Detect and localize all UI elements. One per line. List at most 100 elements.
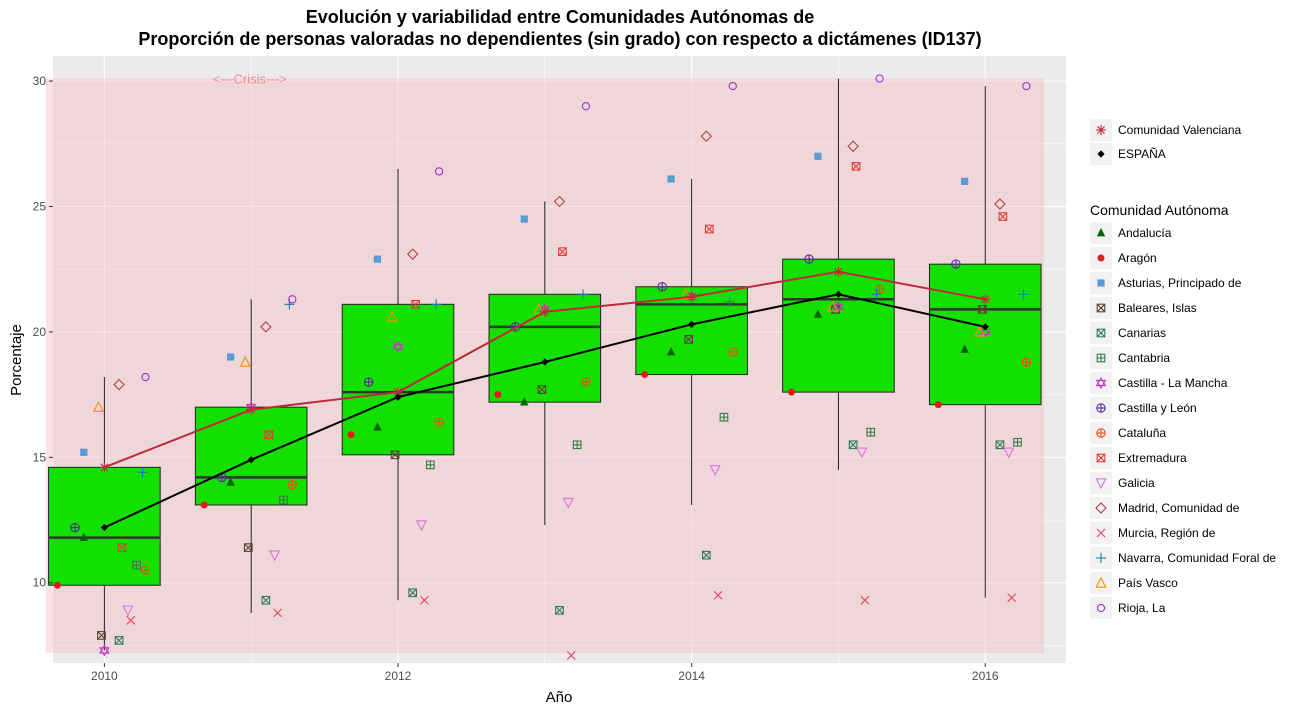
y-tick-label: 30 — [33, 74, 47, 88]
point — [572, 440, 582, 450]
point — [555, 605, 564, 615]
legend-label: Castilla - La Mancha — [1118, 376, 1228, 390]
point — [1007, 593, 1017, 603]
line-point — [980, 294, 991, 305]
crisis-label: <---Crisis---> — [213, 72, 287, 87]
point — [709, 465, 721, 477]
legend-marker — [1095, 478, 1107, 490]
legend-label: Castilla y León — [1118, 401, 1197, 415]
legend-label: Canarias — [1118, 326, 1166, 340]
point — [866, 427, 876, 437]
legend-label: Aragón — [1118, 251, 1157, 265]
point — [860, 595, 870, 605]
x-axis-ticks: 2010 2012 2014 2016 — [91, 663, 999, 683]
legend-title: Comunidad Autónoma — [1090, 202, 1229, 218]
point — [494, 391, 502, 399]
legend-key — [1090, 472, 1112, 494]
legend-label: Navarra, Comunidad Foral de — [1118, 551, 1276, 565]
legend-key — [1090, 572, 1112, 594]
point — [288, 295, 297, 304]
y-axis-ticks: 10 15 20 25 30 — [33, 74, 53, 590]
legend-label: Comunidad Valenciana — [1118, 123, 1242, 137]
point — [411, 299, 420, 309]
line-point — [246, 404, 257, 415]
point — [704, 224, 714, 234]
legend-marker — [1095, 376, 1107, 390]
y-tick-label: 15 — [33, 450, 47, 464]
point — [92, 400, 105, 412]
line-point — [539, 306, 550, 317]
point — [97, 631, 106, 640]
line-point — [981, 323, 989, 331]
point — [847, 140, 859, 153]
point — [977, 304, 987, 314]
point — [226, 477, 235, 486]
point — [666, 346, 676, 356]
point — [70, 522, 80, 533]
community-points — [53, 74, 1032, 660]
line-point — [834, 290, 843, 298]
point — [279, 495, 288, 505]
point — [1013, 437, 1022, 447]
point — [264, 430, 274, 440]
legend-series: Andalucía Aragón Asturias, Principado de Ba… — [1090, 222, 1276, 619]
point — [200, 501, 208, 509]
legend-label: Asturias, Principado de — [1118, 276, 1242, 290]
point — [140, 565, 151, 575]
x-axis-title: Año — [546, 689, 573, 706]
box-2015 — [782, 258, 895, 393]
legend-label: Rioja, La — [1118, 601, 1166, 615]
point — [700, 130, 713, 143]
point — [562, 497, 574, 509]
legend-marker — [1096, 603, 1106, 613]
point — [581, 377, 591, 387]
x-tick-label: 2016 — [972, 669, 999, 683]
legend-label: ESPAÑA — [1118, 147, 1166, 161]
point — [239, 355, 251, 367]
point — [243, 543, 253, 552]
line-point — [688, 320, 696, 328]
legend-label: Madrid, Comunidad de — [1118, 501, 1240, 515]
line-point — [99, 462, 110, 473]
point — [1003, 447, 1015, 459]
legend-label: Andalucía — [1118, 226, 1172, 240]
point — [537, 385, 547, 394]
chart-title-line1: Evolución y variabilidad entre Comunidad… — [306, 7, 814, 27]
point — [80, 448, 88, 456]
x-tick-label: 2012 — [385, 669, 412, 683]
point — [287, 480, 298, 490]
legend-key — [1090, 372, 1112, 394]
box-body — [782, 258, 895, 393]
legend-marker — [1097, 279, 1105, 287]
line-point — [833, 266, 844, 277]
point — [434, 167, 444, 176]
point — [53, 581, 61, 589]
point — [113, 378, 125, 391]
point — [874, 284, 885, 295]
x-tick-label: 2014 — [678, 669, 705, 683]
y-tick-label: 20 — [33, 325, 47, 339]
point — [871, 289, 882, 300]
point — [1018, 289, 1029, 300]
legend-marker — [1096, 403, 1106, 413]
point — [392, 340, 404, 354]
point — [684, 335, 694, 344]
box-2012 — [341, 303, 455, 456]
point — [406, 248, 419, 260]
point — [1022, 81, 1031, 91]
point — [848, 440, 858, 450]
chart-title-line2: Proporción de personas valoradas no depe… — [138, 29, 981, 49]
point — [520, 215, 528, 223]
line-point — [247, 456, 255, 464]
point — [875, 74, 884, 83]
point — [408, 588, 418, 598]
point — [951, 259, 961, 269]
point — [558, 247, 567, 256]
point — [261, 595, 271, 605]
legend-marker — [1096, 528, 1106, 538]
line-point — [100, 523, 108, 532]
point — [995, 440, 1005, 450]
legend-marker — [1097, 150, 1105, 158]
point — [728, 81, 737, 91]
point — [386, 310, 398, 322]
